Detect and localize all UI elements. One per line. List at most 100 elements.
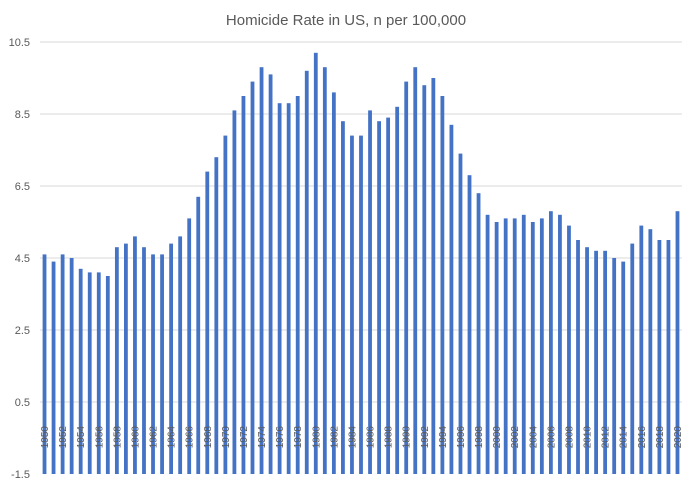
x-tick-label: 2010 [583,426,594,449]
bar-1950 [42,254,47,474]
bar-1965 [178,236,183,474]
bar-2018 [657,240,662,474]
x-tick-label: 1952 [58,426,69,449]
x-tick-label: 1964 [167,426,178,449]
x-tick-label: 1956 [94,426,105,449]
bar-1995 [449,124,454,475]
y-tick-label: 4.5 [15,253,30,265]
x-tick-label: 1974 [257,426,268,449]
x-tick-label: 2012 [601,426,612,449]
bar-1994 [440,96,445,474]
bar-1993 [431,78,436,474]
y-axis-tick-labels: 10.5 8.5 6.5 4.5 2.5 0.5 -1.5 [9,37,30,481]
bar-1968 [205,171,210,474]
x-tick-label: 2002 [510,426,521,449]
bar-1962 [151,254,155,474]
bar-1954 [78,268,83,474]
x-tick-label: 1996 [456,426,467,449]
x-tick-label: 1950 [40,426,51,449]
y-tick-label: -1.5 [11,469,30,481]
bar-1980 [313,52,318,475]
bar-1961 [142,247,146,474]
bar-1967 [196,196,201,475]
bar-1958 [114,247,119,474]
bar-2002 [512,218,517,474]
x-tick-label: 1960 [130,426,141,449]
bar-1986 [368,110,372,475]
bars [42,52,680,475]
bar-1956 [96,272,101,474]
bar-1996 [458,153,463,474]
x-tick-label: 1966 [185,426,196,449]
y-tick-label: 2.5 [15,325,30,337]
bar-1991 [413,67,418,474]
bar-2008 [567,225,571,474]
x-tick-label: 1972 [239,426,250,449]
bar-2010 [585,247,589,474]
x-tick-label: 2014 [619,426,630,449]
chart-title: Homicide Rate in US, n per 100,000 [226,12,466,29]
x-tick-label: 1962 [149,426,160,449]
bar-2005 [539,218,544,474]
x-tick-label: 1970 [221,426,232,449]
bar-1960 [133,236,137,474]
bar-1984 [350,135,354,474]
x-tick-label: 1988 [384,426,395,449]
bar-2012 [603,250,608,474]
bar-2007 [558,214,562,475]
bar-1957 [105,276,110,474]
bar-1970 [223,135,228,474]
x-tick-label: 2000 [492,426,503,449]
bar-1952 [60,254,65,474]
x-tick-label: 2004 [528,426,539,449]
bar-2016 [639,225,644,474]
bar-1983 [341,121,345,474]
bar-2000 [494,222,499,474]
x-tick-label: 1954 [76,426,87,449]
bar-1999 [485,214,490,475]
x-tick-label: 2008 [564,426,575,449]
x-tick-label: 1998 [474,426,485,449]
bar-1977 [286,103,291,474]
x-tick-label: 1958 [112,426,123,449]
bar-1979 [304,70,309,475]
bar-1955 [87,272,92,474]
bar-2001 [503,218,508,474]
bar-2020 [675,211,680,474]
bar-1964 [169,243,174,474]
bar-1982 [331,92,336,475]
bar-1989 [395,106,400,475]
bar-2003 [521,214,526,475]
bar-2015 [630,243,635,474]
y-tick-label: 6.5 [15,181,30,193]
bar-1969 [214,157,219,474]
x-tick-label: 1994 [438,426,449,449]
bar-2013 [612,258,617,474]
x-tick-label: 2018 [655,426,666,449]
bar-2009 [576,240,580,474]
bar-1951 [51,261,56,474]
x-tick-label: 1992 [420,426,431,449]
x-tick-label: 1984 [347,426,358,449]
bar-1966 [187,218,192,474]
x-tick-label: 2020 [673,426,684,449]
bar-1953 [69,258,74,474]
bar-1987 [377,121,381,474]
bar-2014 [621,261,626,474]
bar-1963 [160,254,164,474]
y-tick-label: 0.5 [15,397,30,409]
bar-1976 [277,103,282,474]
bar-2004 [530,222,535,474]
x-tick-label: 2016 [637,426,648,449]
bar-2011 [594,250,598,474]
bar-1975 [268,74,273,475]
bar-1971 [232,110,237,475]
bar-2017 [648,229,653,474]
y-tick-label: 10.5 [9,37,30,49]
x-tick-label: 1990 [402,426,413,449]
x-tick-label: 1982 [329,426,340,449]
x-tick-label: 1986 [366,426,377,449]
bar-1988 [386,117,391,474]
